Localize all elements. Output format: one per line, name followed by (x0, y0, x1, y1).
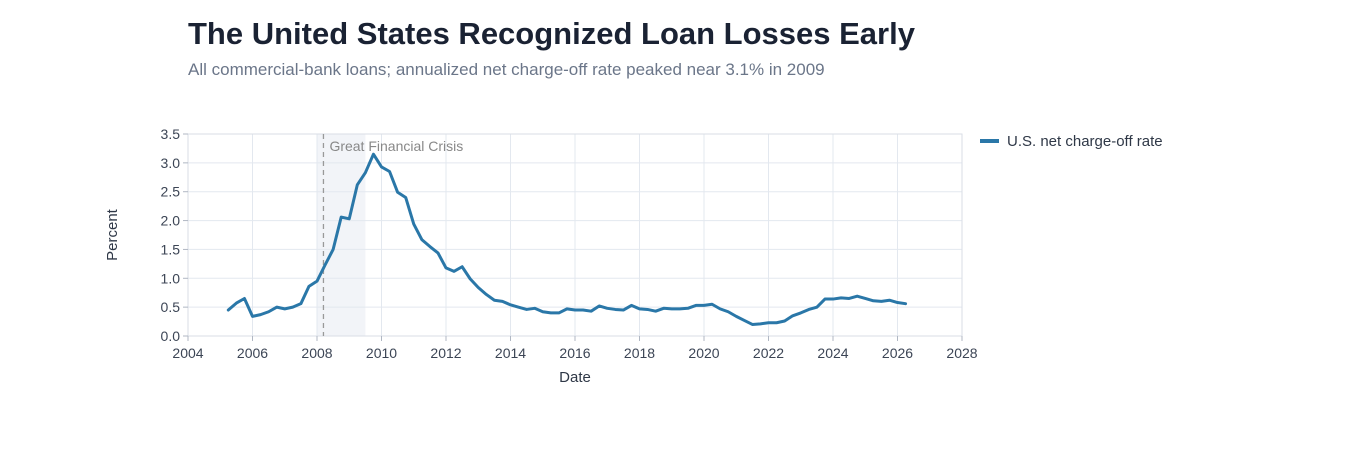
x-tick-label-2026: 2026 (882, 345, 913, 361)
x-tick-label-2022: 2022 (753, 345, 784, 361)
chart-title: The United States Recognized Loan Losses… (188, 16, 915, 51)
x-tick-label-2018: 2018 (624, 345, 655, 361)
y-tick-label-2.5: 2.5 (161, 184, 181, 200)
x-tick-label-2024: 2024 (817, 345, 848, 361)
x-tick-label-2020: 2020 (688, 345, 719, 361)
x-axis-ticks: 2004 2006 2008 2010 2012 2014 2016 2018 2020 2022… (172, 336, 978, 361)
x-tick-label-2004: 2004 (172, 345, 203, 361)
series-line-net-charge-off (226, 152, 908, 326)
y-tick-label-0.5: 0.5 (161, 299, 181, 315)
y-tick-label-1.0: 1.0 (161, 270, 181, 286)
y-tick-label-0.0: 0.0 (161, 328, 181, 344)
grid-lines (187, 133, 963, 337)
chart-subtitle: All commercial-bank loans; annualized ne… (188, 60, 825, 79)
x-tick-label-2016: 2016 (559, 345, 590, 361)
y-tick-label-1.5: 1.5 (161, 241, 181, 257)
y-axis-title: Percent (104, 208, 121, 261)
crisis-shaded-region (317, 134, 366, 336)
x-axis-title: Date (559, 369, 591, 386)
x-tick-label-2014: 2014 (495, 345, 526, 361)
legend-entry: U.S. net charge-off rate (1007, 133, 1163, 150)
crisis-marker-label: Great Financial Crisis (329, 138, 463, 154)
x-tick-label-2006: 2006 (237, 345, 268, 361)
y-tick-label-2.0: 2.0 (161, 213, 181, 229)
x-tick-label-2010: 2010 (366, 345, 397, 361)
x-tick-label-2008: 2008 (301, 345, 332, 361)
x-tick-label-2028: 2028 (946, 345, 977, 361)
y-axis-ticks: 0.0 0.5 1.0 1.5 2.0 2.5 3.0 3.5 (161, 126, 188, 344)
x-tick-label-2012: 2012 (430, 345, 461, 361)
y-tick-label-3.0: 3.0 (161, 155, 181, 171)
y-tick-label-3.5: 3.5 (161, 126, 181, 142)
